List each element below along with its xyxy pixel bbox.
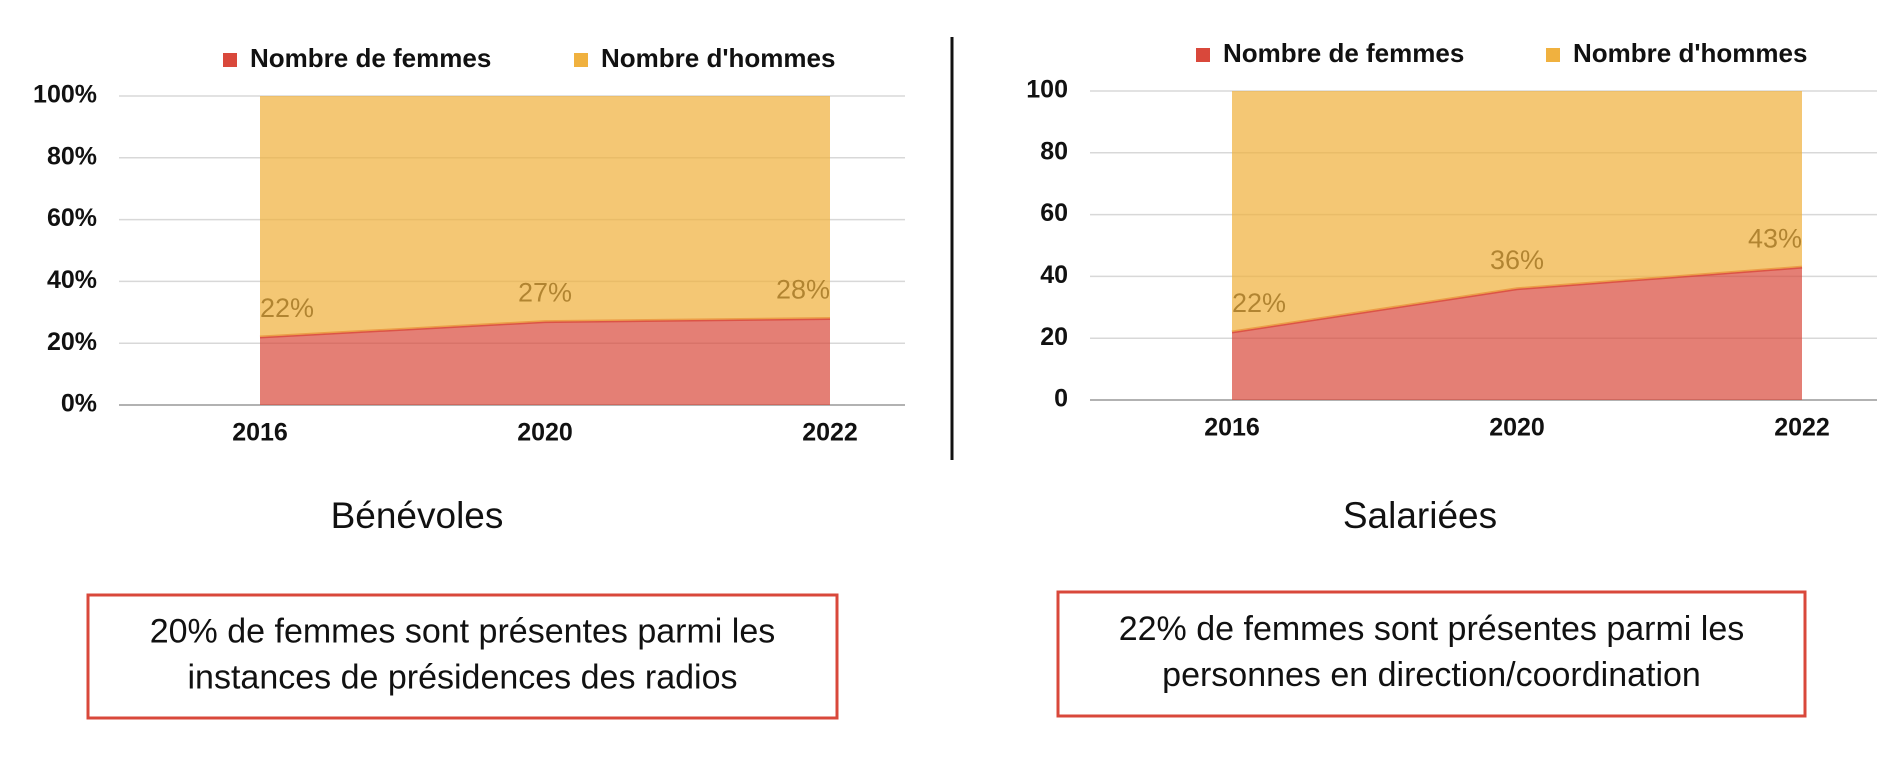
legend-swatch [1196, 48, 1210, 62]
legend-swatch [574, 53, 588, 67]
y-tick-label: 80% [47, 142, 97, 170]
annotation-box [1056, 590, 1807, 718]
chart-title: Salariées [1343, 495, 1497, 536]
y-tick-label: 0 [1054, 385, 1068, 413]
legend-label: Nombre de femmes [250, 43, 491, 73]
x-tick-label: 2020 [517, 419, 573, 447]
x-tick-label: 2016 [1204, 414, 1260, 442]
annotation-line: 22% de femmes sont présentes parmi les [1119, 610, 1745, 648]
legend-swatch [223, 53, 237, 67]
area [260, 96, 830, 338]
legend-swatch [1546, 48, 1560, 62]
y-tick-label: 60 [1040, 199, 1068, 227]
annotation-line: personnes en direction/coordination [1162, 656, 1701, 694]
y-tick-label: 40% [47, 266, 97, 294]
area [1232, 91, 1802, 333]
x-tick-label: 2022 [802, 419, 858, 447]
annotation-line: 20% de femmes sont présentes parmi les [150, 612, 776, 650]
legend-label: Nombre d'hommes [1573, 38, 1807, 68]
y-tick-label: 80 [1040, 137, 1068, 165]
y-tick-label: 20% [47, 328, 97, 356]
y-tick-label: 100% [33, 81, 97, 109]
legend-label: Nombre d'hommes [601, 43, 835, 73]
area [1232, 267, 1802, 400]
annotation-line: instances de présidences des radios [188, 658, 738, 696]
chart-title: Bénévoles [331, 495, 504, 536]
x-tick-label: 2016 [232, 419, 288, 447]
annotation-box [86, 593, 839, 720]
y-tick-label: 60% [47, 204, 97, 232]
y-tick-label: 40 [1040, 261, 1068, 289]
y-tick-label: 20 [1040, 323, 1068, 351]
y-tick-label: 100 [1026, 76, 1068, 104]
area [260, 318, 830, 405]
x-tick-label: 2022 [1774, 414, 1830, 442]
x-tick-label: 2020 [1489, 414, 1545, 442]
y-tick-label: 0% [61, 390, 97, 418]
legend-label: Nombre de femmes [1223, 38, 1464, 68]
